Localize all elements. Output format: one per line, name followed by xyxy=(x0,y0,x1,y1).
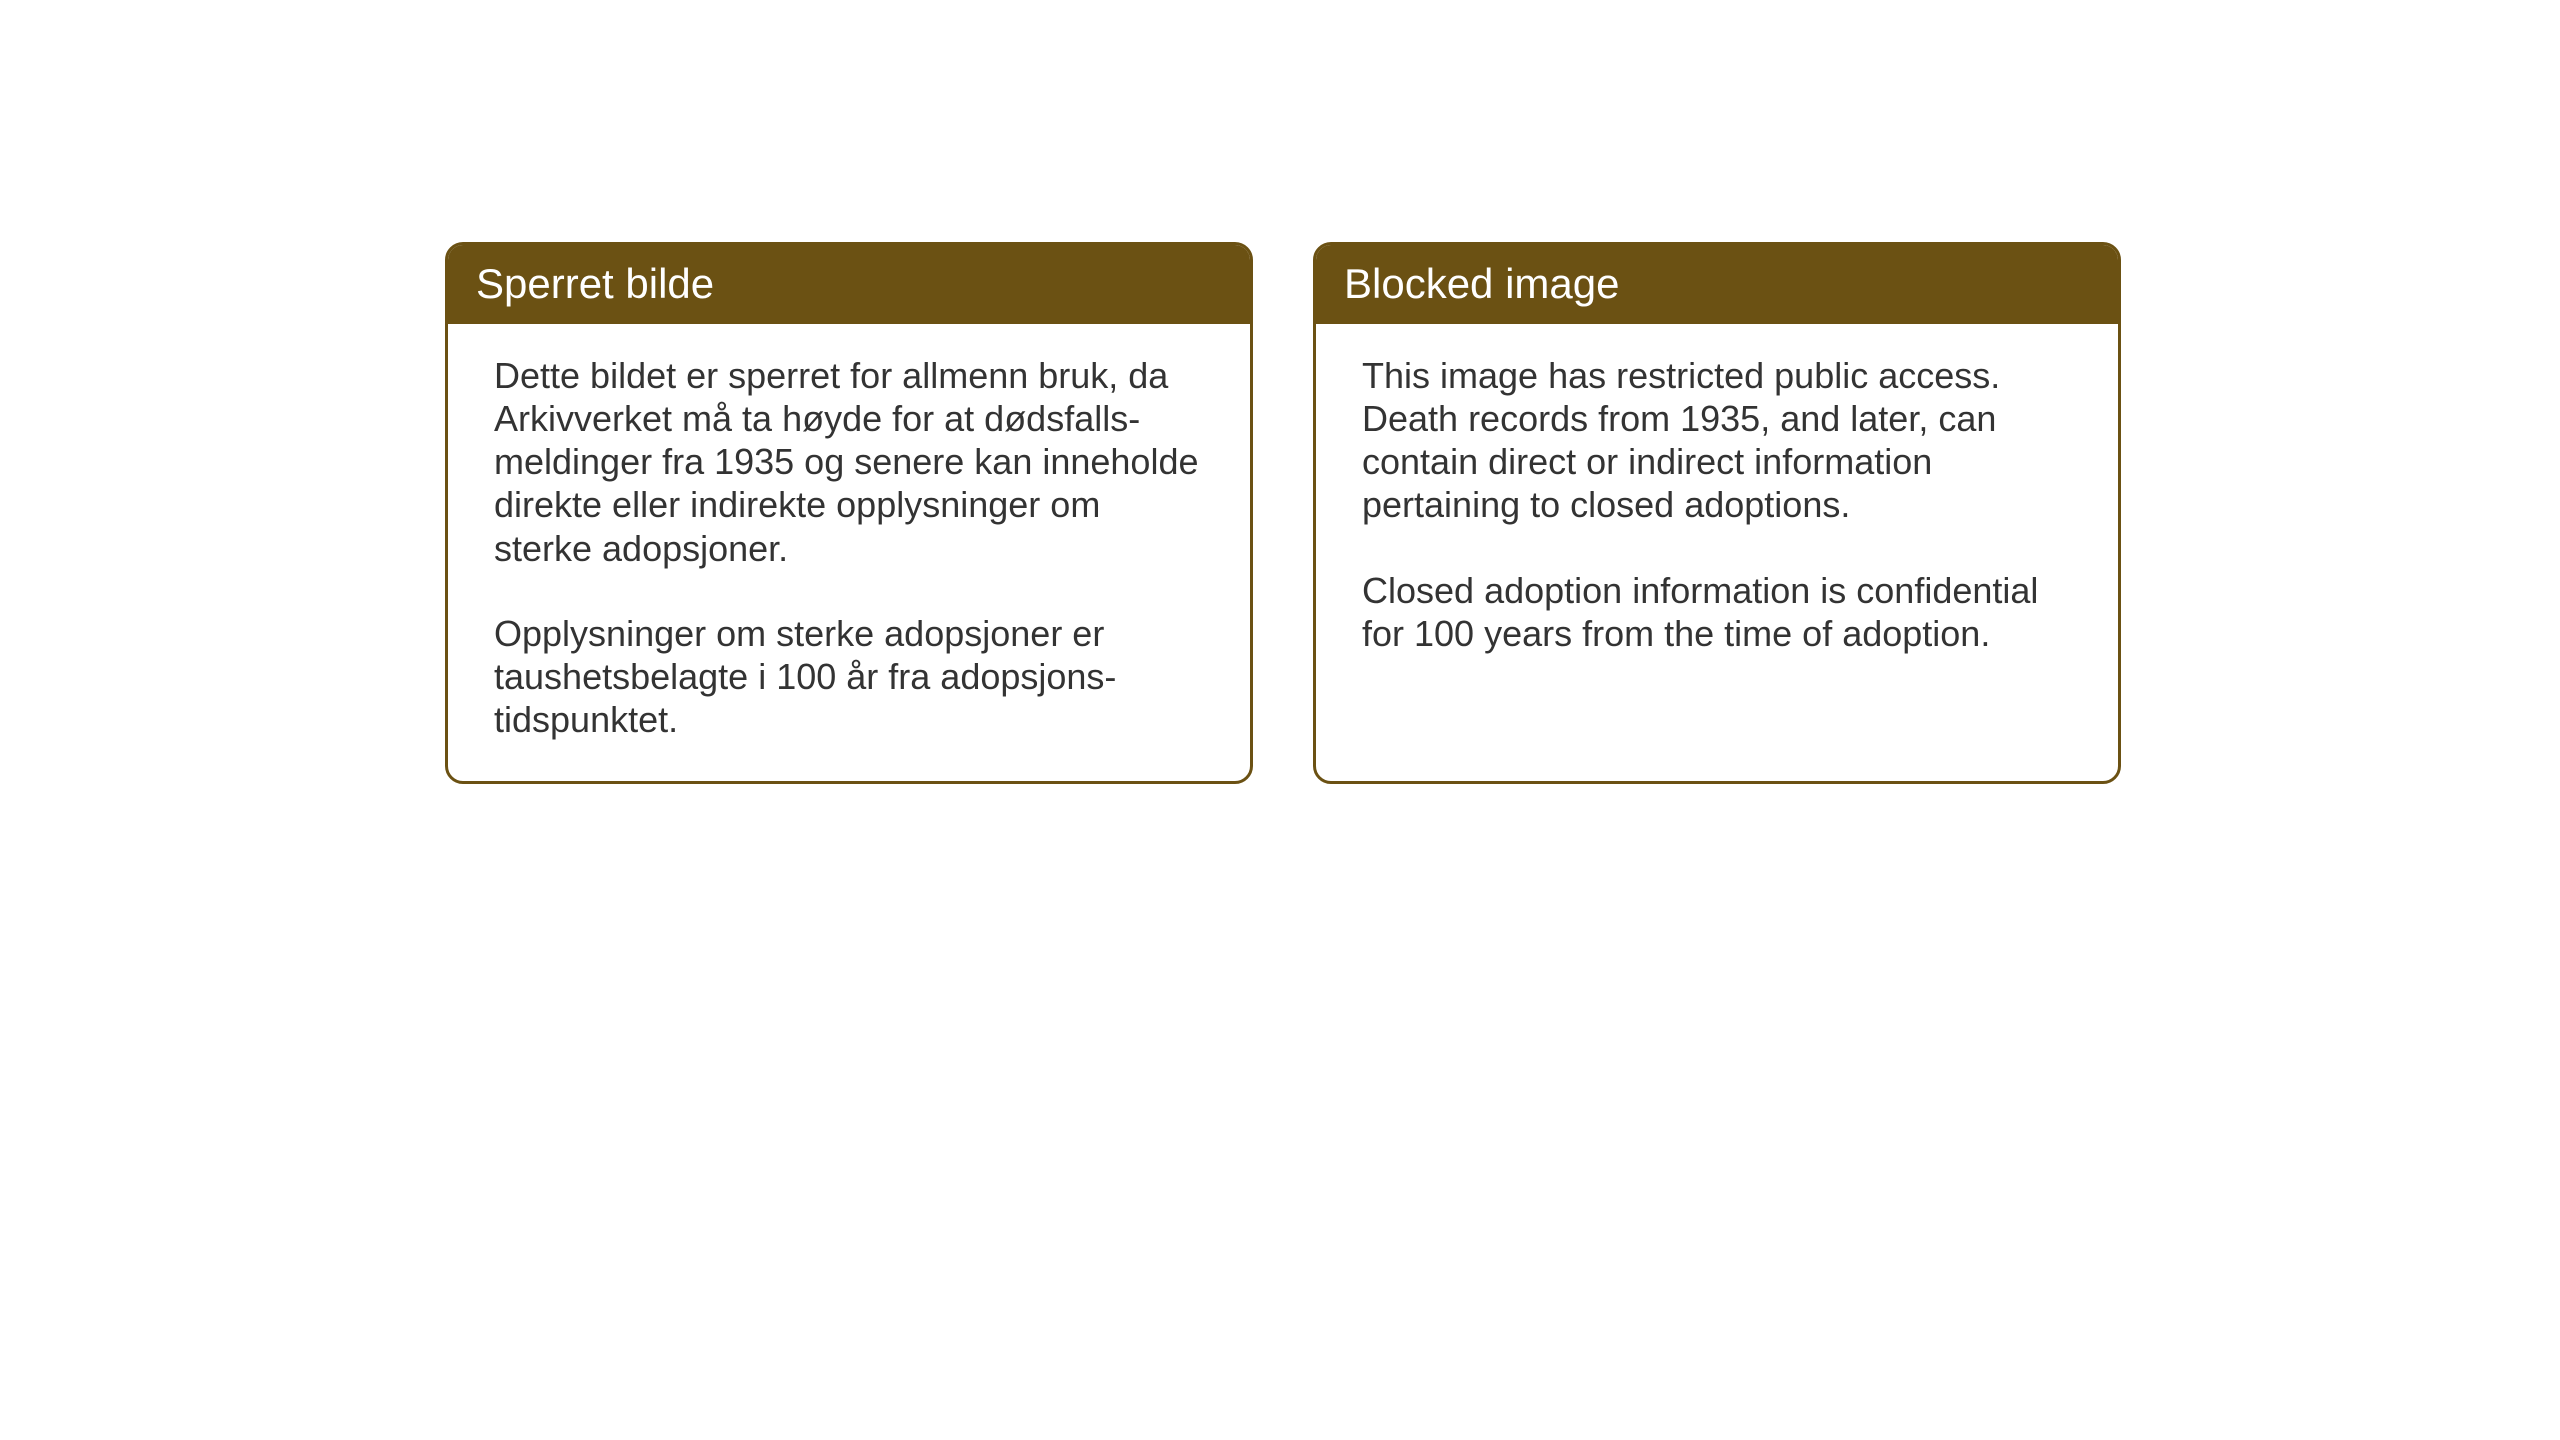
notice-header-norwegian: Sperret bilde xyxy=(448,245,1250,324)
notice-header-english: Blocked image xyxy=(1316,245,2118,324)
notice-box-norwegian: Sperret bilde Dette bildet er sperret fo… xyxy=(445,242,1253,784)
notice-body-english: This image has restricted public access.… xyxy=(1316,324,2118,764)
notice-body-norwegian: Dette bildet er sperret for allmenn bruk… xyxy=(448,324,1250,782)
notice-paragraph: Closed adoption information is confident… xyxy=(1362,569,2072,655)
notice-container: Sperret bilde Dette bildet er sperret fo… xyxy=(445,242,2121,784)
notice-paragraph: Opplysninger om sterke adopsjoner er tau… xyxy=(494,612,1204,742)
notice-paragraph: This image has restricted public access.… xyxy=(1362,354,2072,527)
notice-box-english: Blocked image This image has restricted … xyxy=(1313,242,2121,784)
notice-paragraph: Dette bildet er sperret for allmenn bruk… xyxy=(494,354,1204,570)
